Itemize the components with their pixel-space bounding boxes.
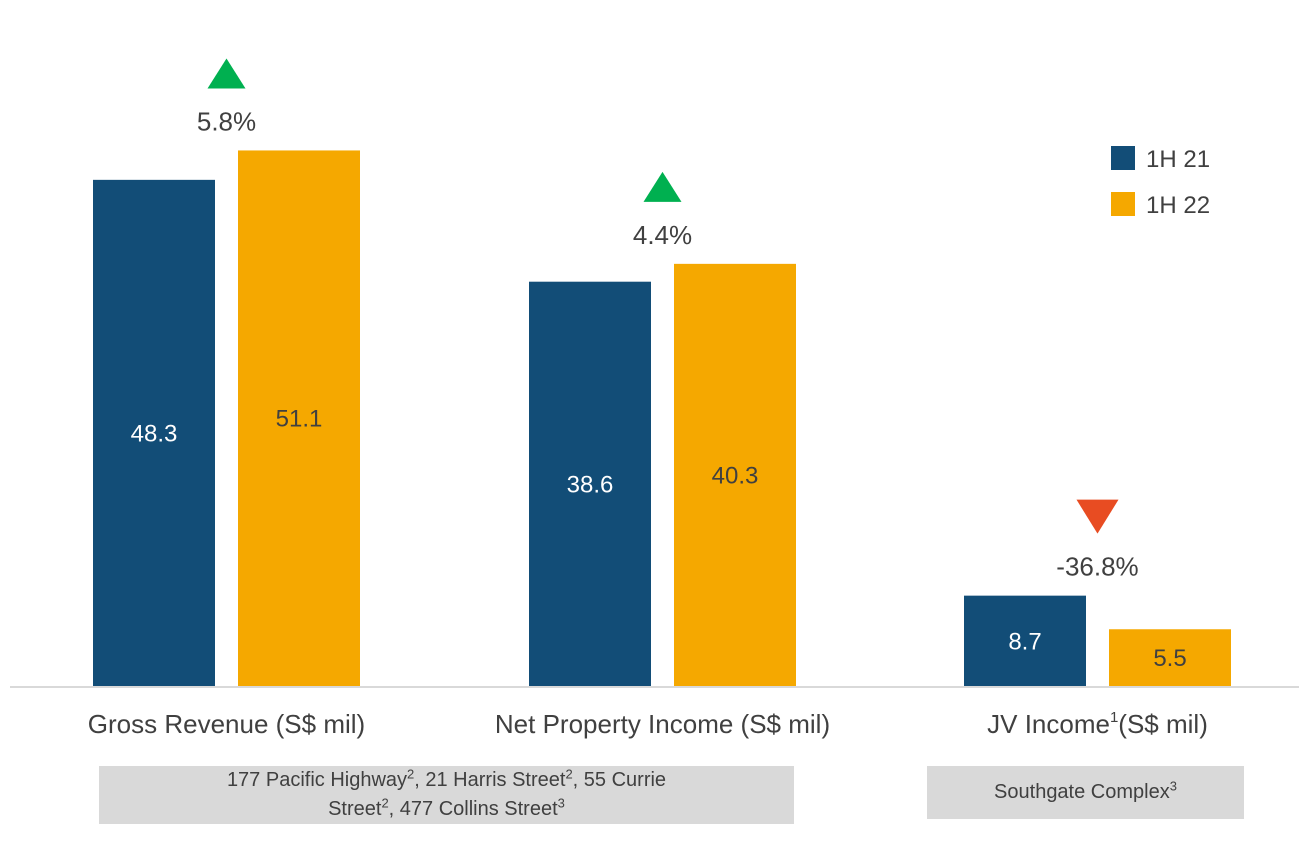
note-right-label: Southgate Complex xyxy=(994,781,1170,803)
data-label: 40.3 xyxy=(712,462,759,489)
data-label: 51.1 xyxy=(276,406,323,433)
legend-label: 1H 21 xyxy=(1146,146,1210,173)
note-box-left: 177 Pacific Highway2, 21 Harris Street2,… xyxy=(99,766,794,824)
category-label: Gross Revenue (S$ mil) xyxy=(88,709,365,739)
data-label: 48.3 xyxy=(131,420,178,447)
category-labels-layer: Gross Revenue (S$ mil) Net Property Incom… xyxy=(88,709,1208,739)
note-left-sup1: 2 xyxy=(407,766,415,782)
note-left-sup3: 2 xyxy=(381,795,389,811)
note-left-line1b: , 21 Harris Street xyxy=(414,769,566,791)
bar-1h22-1 xyxy=(674,263,796,687)
note-left-sup2: 2 xyxy=(565,766,573,782)
bar-1h21-1 xyxy=(529,281,651,687)
change-indicators-layer: 5.8% 4.4% -36.8% xyxy=(197,58,1139,582)
up-arrow-icon xyxy=(643,171,682,202)
note-left-line1c: , 55 Currie xyxy=(572,769,667,791)
bar-1h22-2 xyxy=(1109,629,1231,687)
change-label: 5.8% xyxy=(197,106,256,136)
up-arrow-icon xyxy=(207,58,246,89)
down-arrow-icon xyxy=(1076,499,1119,534)
bars-layer xyxy=(93,150,1231,687)
note-left-sup4: 3 xyxy=(557,795,565,811)
legend-swatch xyxy=(1111,146,1135,170)
note-left-line2b: , 477 Collins Street xyxy=(388,798,558,820)
category-label: Net Property Income (S$ mil) xyxy=(495,709,830,739)
bar-1h21-0 xyxy=(93,179,215,687)
change-label: 4.4% xyxy=(633,220,692,250)
data-label: 38.6 xyxy=(567,471,614,498)
note-right-text: Southgate Complex3 xyxy=(994,778,1177,807)
bar-1h22-0 xyxy=(238,150,360,687)
data-label: 8.7 xyxy=(1008,628,1041,655)
category-label: JV Income1(S$ mil) xyxy=(987,709,1208,739)
note-box-right: Southgate Complex3 xyxy=(927,766,1244,819)
legend-label: 1H 22 xyxy=(1146,192,1210,219)
legend: 1H 21 1H 22 xyxy=(1111,146,1210,219)
note-left-line1a: 177 Pacific Highway xyxy=(226,769,408,791)
legend-swatch xyxy=(1111,192,1135,216)
data-label: 5.5 xyxy=(1153,645,1186,672)
note-left-text: 177 Pacific Highway2, 21 Harris Street2,… xyxy=(227,766,666,824)
value-labels-layer: 48.3 51.1 38.6 40.3 8.7 5.5 xyxy=(131,406,1187,672)
note-right-sup: 3 xyxy=(1169,778,1177,794)
note-left-line2a: Street xyxy=(328,798,382,820)
bar-1h21-2 xyxy=(964,595,1086,687)
change-label: -36.8% xyxy=(1056,552,1138,582)
